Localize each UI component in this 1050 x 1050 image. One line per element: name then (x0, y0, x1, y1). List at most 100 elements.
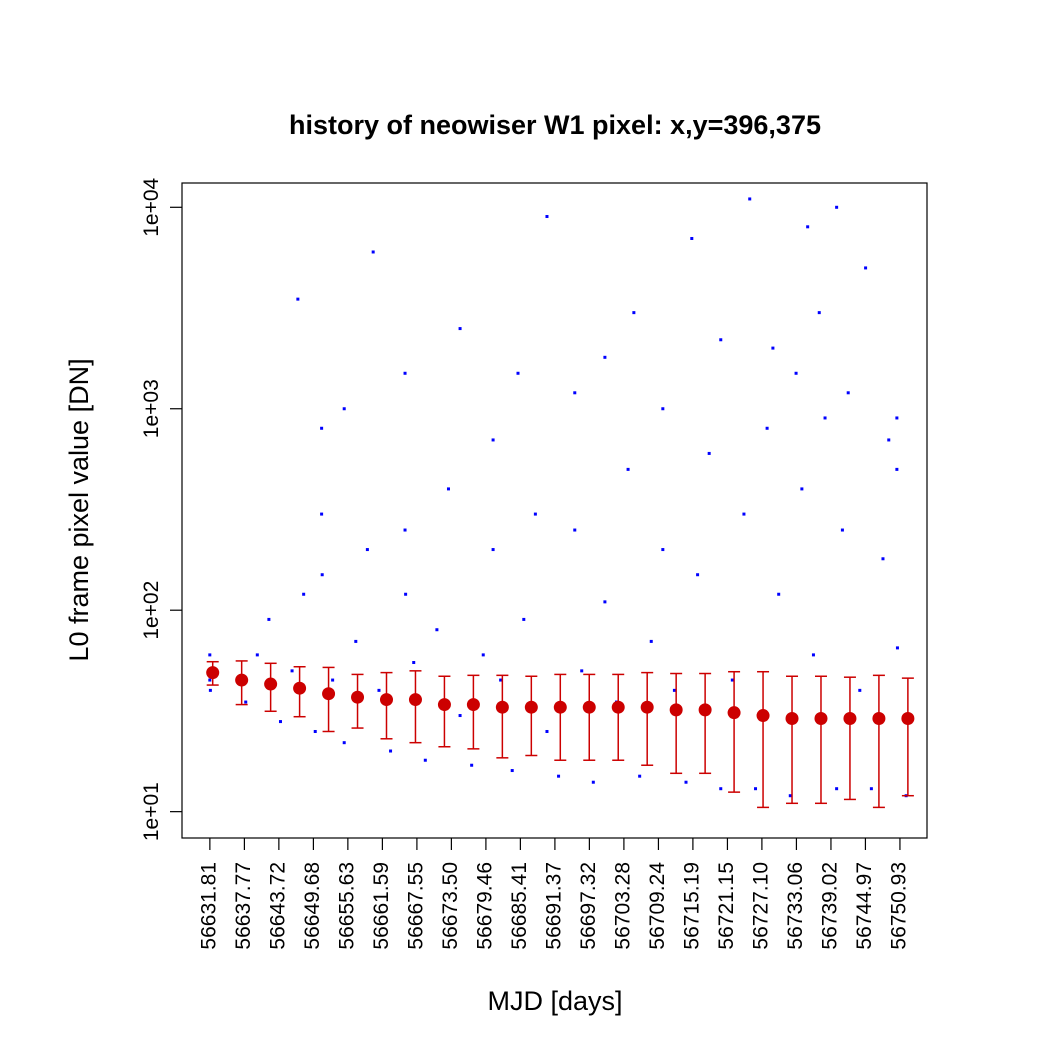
x-tick-label: 56715.19 (680, 862, 703, 950)
x-tick-label: 56709.24 (646, 862, 669, 950)
point (794, 371, 798, 375)
point (255, 653, 259, 657)
point (516, 371, 520, 375)
point (640, 700, 654, 714)
point (235, 673, 249, 687)
point (895, 467, 899, 471)
point (278, 720, 282, 724)
point (404, 592, 408, 596)
point (814, 712, 828, 726)
chart-title: history of neowiser W1 pixel: x,y=396,37… (289, 110, 821, 140)
point (491, 548, 495, 552)
point (835, 205, 839, 209)
point (765, 426, 769, 430)
point (446, 487, 450, 491)
point (835, 787, 839, 791)
point (466, 698, 480, 712)
point (573, 391, 577, 395)
point (437, 698, 451, 712)
x-tick-label: 56667.55 (404, 862, 427, 950)
point (858, 688, 862, 692)
point (730, 678, 734, 682)
point (719, 787, 723, 791)
point (672, 688, 676, 692)
point (573, 528, 577, 532)
x-tick-label: 56703.28 (611, 862, 634, 950)
x-tick-label: 56733.06 (784, 862, 807, 950)
point (649, 639, 653, 643)
point (481, 653, 485, 657)
x-tick-label: 56637.77 (232, 862, 255, 950)
x-tick-label: 56750.93 (887, 862, 910, 950)
point (208, 688, 212, 692)
point (403, 371, 407, 375)
point (698, 703, 712, 717)
x-axis-label: MJD [days] (487, 986, 622, 1016)
point (206, 666, 220, 680)
point (491, 438, 495, 442)
point (754, 787, 758, 791)
point (582, 700, 596, 714)
point (545, 215, 549, 219)
y-axis-label: L0 frame pixel value [DN] (64, 358, 94, 661)
x-tick-label: 56655.63 (335, 862, 358, 950)
point (843, 712, 857, 726)
y-tick-label: 1e+02 (140, 581, 163, 640)
point (365, 548, 369, 552)
point (354, 639, 358, 643)
point (553, 700, 567, 714)
point (377, 688, 381, 692)
point (264, 677, 278, 691)
point (638, 774, 642, 778)
x-tick-label: 56661.59 (370, 862, 393, 950)
point (379, 693, 393, 707)
point (302, 592, 306, 596)
point (881, 557, 885, 561)
point (846, 391, 850, 395)
point (408, 693, 422, 707)
point (320, 426, 324, 430)
point (669, 703, 683, 717)
point (331, 678, 335, 682)
point (320, 512, 324, 516)
point (684, 780, 688, 784)
x-tick-label: 56685.41 (508, 862, 531, 950)
point (690, 236, 694, 240)
point (580, 669, 584, 673)
point (869, 787, 873, 791)
point (522, 617, 526, 621)
point (887, 438, 891, 442)
point (342, 741, 346, 745)
point (901, 712, 915, 726)
point (611, 700, 625, 714)
point (296, 297, 300, 301)
point (499, 678, 503, 682)
point (389, 749, 393, 753)
point (626, 467, 630, 471)
point (817, 311, 821, 315)
point (696, 573, 700, 577)
point (524, 700, 538, 714)
point (748, 197, 752, 201)
point (322, 687, 336, 701)
point (545, 729, 549, 733)
point (661, 548, 665, 552)
point (800, 487, 804, 491)
point (603, 600, 607, 604)
point (533, 512, 537, 516)
point (661, 407, 665, 411)
point (806, 225, 810, 229)
point (423, 758, 427, 762)
point (823, 416, 827, 420)
point (290, 669, 294, 673)
point (872, 712, 886, 726)
x-tick-label: 56744.97 (853, 862, 876, 950)
point (470, 763, 474, 767)
point (371, 250, 375, 254)
point (756, 709, 770, 723)
point (293, 681, 307, 695)
point (603, 355, 607, 359)
point (727, 706, 741, 720)
point (208, 678, 212, 682)
y-tick-label: 1e+01 (140, 782, 163, 841)
